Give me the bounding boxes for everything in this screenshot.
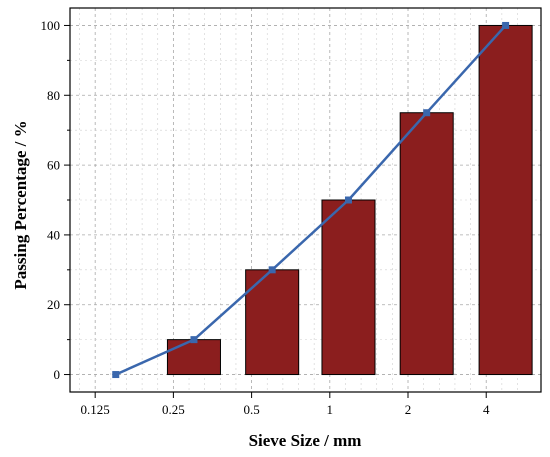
line-series — [112, 21, 510, 379]
series-point — [268, 266, 276, 274]
x-tick-label: 4 — [483, 402, 490, 417]
x-axis-title: Sieve Size / mm — [249, 431, 362, 450]
series-point — [190, 336, 198, 344]
y-tick-label: 80 — [47, 88, 60, 103]
x-tick-label: 0.125 — [81, 402, 110, 417]
series-point — [502, 21, 510, 29]
y-tick-label: 40 — [47, 227, 60, 242]
y-tick-label: 0 — [54, 367, 61, 382]
series-point — [423, 109, 431, 117]
series-point — [112, 371, 120, 379]
x-tick-label: 2 — [405, 402, 412, 417]
bar — [478, 24, 533, 376]
series-point — [344, 196, 352, 204]
bar — [321, 199, 376, 376]
series-line — [115, 24, 507, 376]
bars — [166, 24, 533, 376]
x-tick-label: 0.25 — [162, 402, 185, 417]
bar — [399, 112, 454, 376]
y-tick-label: 20 — [47, 297, 60, 312]
bar — [166, 339, 221, 376]
x-tick-label: 1 — [327, 402, 334, 417]
y-axis-title: Passing Percentage / % — [11, 120, 30, 289]
y-tick-label: 60 — [47, 158, 60, 173]
y-tick-label: 100 — [41, 18, 61, 33]
x-tick-label: 0.5 — [243, 402, 259, 417]
